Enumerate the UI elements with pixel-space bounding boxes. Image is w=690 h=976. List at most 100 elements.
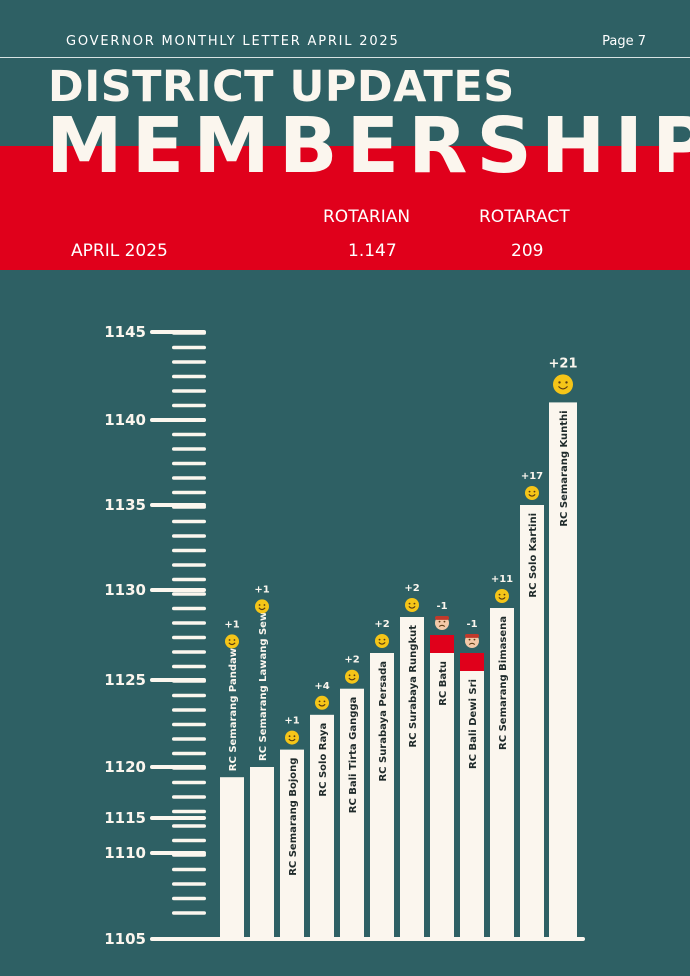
y-tick-label: 1105	[104, 930, 146, 948]
ruler-dash	[172, 360, 206, 364]
ruler-dash	[172, 606, 206, 611]
smiley-icon	[553, 374, 573, 395]
bar-loss-segment	[430, 635, 454, 653]
bar	[549, 402, 577, 937]
rotarian-value: 1.147	[348, 241, 397, 261]
y-major-tick	[150, 503, 206, 507]
y-major-tick	[150, 678, 206, 682]
ruler-dash	[172, 534, 206, 538]
ruler-dash	[172, 737, 206, 741]
y-major-tick	[150, 937, 206, 941]
bar	[310, 714, 334, 937]
ruler-dash	[172, 476, 206, 480]
change-label: +2	[344, 655, 359, 666]
y-major-tick	[150, 765, 206, 769]
bar-loss-segment	[460, 653, 484, 671]
page-number: Page 7	[602, 34, 646, 49]
ruler-dash	[172, 490, 206, 495]
ruler-dash	[172, 650, 206, 654]
category-label: RC Solo Kartini	[528, 513, 539, 598]
category-label: RC Semarang Kunthi	[559, 410, 570, 526]
y-major-tick	[150, 588, 206, 592]
change-label: +1	[284, 716, 299, 727]
ruler-dash	[172, 635, 206, 640]
ruler-dash	[172, 780, 206, 785]
bar	[400, 617, 424, 937]
category-label: RC Semarang Bimasena	[498, 616, 509, 750]
sad-face-icon	[435, 616, 449, 630]
ruler-dash	[172, 896, 206, 901]
smiley-icon	[345, 669, 359, 684]
category-label: RC Bali Dewi Sri	[468, 679, 479, 769]
page-title: DISTRICT UPDATES	[48, 62, 515, 112]
smiley-icon	[225, 634, 239, 649]
period-label: APRIL 2025	[71, 241, 168, 261]
top-bar: GOVERNOR MONTHLY LETTER APRIL 2025 Page …	[0, 0, 690, 58]
bar	[370, 653, 394, 937]
sad-face-icon	[465, 634, 479, 648]
y-major-tick	[150, 418, 206, 422]
y-tick-label: 1120	[104, 758, 146, 776]
smiley-icon	[285, 730, 299, 745]
smiley-icon	[495, 589, 509, 603]
y-major-tick	[150, 816, 206, 820]
category-label: RC Surabaya Rungkut	[408, 625, 419, 748]
ruler-dash	[172, 461, 206, 466]
ruler-dash	[172, 795, 206, 799]
change-label: +17	[521, 471, 543, 482]
ruler-dash	[172, 722, 206, 727]
ruler-dash	[172, 374, 206, 379]
newsletter-title: GOVERNOR MONTHLY LETTER APRIL 2025	[66, 34, 400, 49]
y-tick-label: 1135	[104, 496, 146, 514]
rotaract-value: 209	[511, 241, 544, 261]
y-tick-label: 1125	[104, 671, 146, 689]
category-label: RC Solo Raya	[318, 723, 329, 797]
change-label: +2	[404, 583, 419, 594]
ruler-dash	[172, 563, 206, 567]
ruler-dash	[172, 519, 206, 524]
section-title: MEMBERSHIP	[46, 102, 690, 191]
change-label: -1	[436, 601, 447, 612]
change-label: -1	[466, 619, 477, 630]
ruler-dash	[172, 447, 206, 451]
smiley-icon	[405, 598, 419, 612]
rotarian-label: ROTARIAN	[323, 207, 411, 227]
category-label: RC Semarang Bojong	[288, 758, 299, 876]
change-label: +1	[254, 584, 269, 595]
category-label: RC Semarang Pandawa	[228, 641, 239, 771]
smiley-icon	[375, 634, 389, 648]
smiley-icon	[525, 486, 539, 500]
change-label: +21	[549, 356, 578, 371]
y-major-tick	[150, 851, 206, 855]
ruler-dash	[172, 882, 206, 886]
ruler-dash	[172, 432, 206, 437]
ruler-dash	[172, 693, 206, 698]
bar	[490, 608, 514, 937]
smiley-icon	[255, 599, 269, 614]
category-label: RC Bali Tirta Gangga	[348, 697, 359, 814]
bar	[430, 653, 454, 937]
ruler-dash	[172, 548, 206, 553]
ruler-dash	[172, 664, 206, 669]
bar	[280, 749, 304, 937]
y-tick-label: 1140	[104, 411, 146, 429]
y-major-tick	[150, 330, 206, 334]
y-tick-label: 1130	[104, 581, 146, 599]
y-tick-label: 1145	[104, 323, 146, 341]
ruler-dash	[172, 345, 206, 350]
bar	[340, 688, 364, 937]
header-divider	[0, 57, 690, 58]
category-label: RC Semarang Lawang Sewu	[258, 605, 269, 761]
y-tick-label: 1110	[104, 844, 146, 862]
bar	[220, 777, 244, 937]
change-label: +1	[224, 619, 239, 630]
ruler-dash	[172, 867, 206, 872]
ruler-dash	[172, 809, 206, 814]
change-label: +11	[491, 574, 513, 585]
bar	[250, 767, 274, 937]
ruler-dash	[172, 577, 206, 582]
category-label: RC Surabaya Persada	[378, 661, 389, 782]
ruler-dash	[172, 911, 206, 915]
ruler-dash	[172, 824, 206, 828]
ruler-dash	[172, 838, 206, 843]
